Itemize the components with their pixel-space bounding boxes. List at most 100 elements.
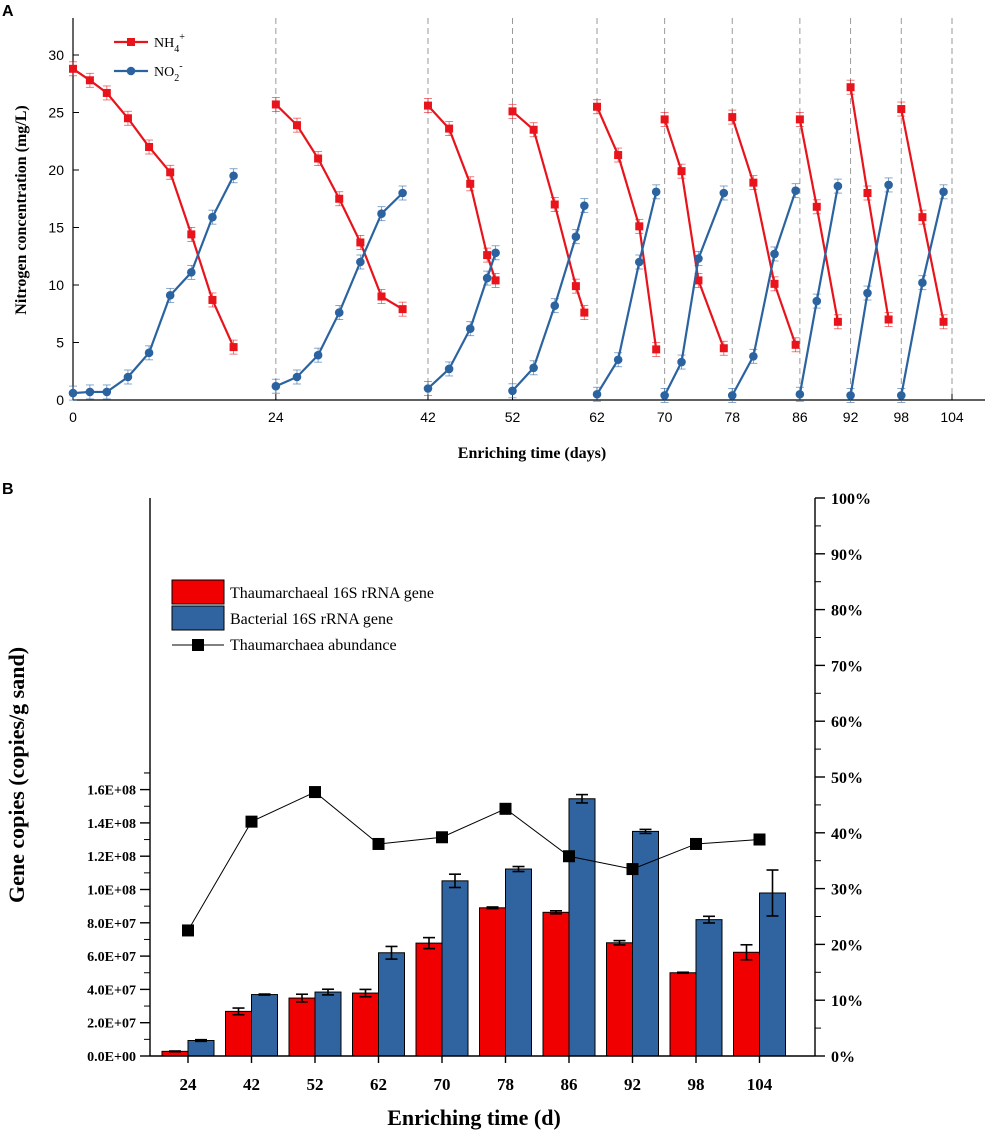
right-tick-label: 10% xyxy=(831,993,863,1010)
no2-point xyxy=(571,232,581,241)
x-tick-label: 78 xyxy=(497,1075,514,1094)
abundance-point xyxy=(309,786,321,799)
cycle-boundary-dashed-lines xyxy=(275,18,953,400)
x-tick-label: 98 xyxy=(688,1075,705,1094)
legend-abundance-label: Thaumarchaea abundance xyxy=(230,637,397,654)
right-tick-label: 20% xyxy=(831,937,863,954)
right-tick-label: 80% xyxy=(831,603,863,620)
abundance-point xyxy=(499,802,512,815)
nh4-point xyxy=(102,88,111,97)
no2-point xyxy=(634,257,644,267)
abundance-point xyxy=(753,833,766,846)
nh4-point xyxy=(677,167,686,176)
nh4-point xyxy=(795,115,804,124)
nh4-point xyxy=(69,64,77,73)
no2-line-segment xyxy=(663,192,725,396)
nh4-point xyxy=(719,344,728,353)
nh4-point xyxy=(863,189,872,197)
abundance-line xyxy=(187,791,760,931)
nh4-point xyxy=(694,276,703,285)
right-tick-label: 30% xyxy=(831,882,863,899)
nh4-point xyxy=(314,154,323,163)
bacterial-bar xyxy=(568,798,596,1057)
no2-point xyxy=(377,209,386,218)
left-tick-label: 1.4E+08 xyxy=(87,817,136,832)
no2-point xyxy=(918,278,927,288)
no2-point xyxy=(68,388,78,398)
y-tick-label: 25 xyxy=(48,105,64,121)
no2-series xyxy=(68,168,948,403)
no2-line-segment xyxy=(72,175,235,395)
panel-b-y-axis-label: Gene copies (copies/g sand) xyxy=(4,647,29,903)
nh4-point xyxy=(445,124,454,133)
panel-a-series xyxy=(68,61,948,403)
no2-point xyxy=(482,273,492,283)
abundance-point xyxy=(690,837,702,850)
no2-point xyxy=(465,324,475,334)
nh4-point xyxy=(491,276,500,285)
panel-b-error-bars xyxy=(169,793,779,1053)
left-tick-label: 8.0E+07 xyxy=(87,917,136,932)
x-tick-label: 92 xyxy=(843,409,859,425)
no2-point xyxy=(165,291,175,300)
no2-point xyxy=(292,372,302,382)
y-tick-label: 5 xyxy=(56,335,64,351)
nh4-point xyxy=(660,115,669,124)
panel-b-letter: B xyxy=(2,481,14,498)
x-tick-label: 78 xyxy=(724,409,740,425)
panel-b-x-ticks: 24 42 52 62 70 78 86 92 98 104 xyxy=(180,1056,773,1094)
no2-line-segment xyxy=(427,252,497,390)
panel-a-x-ticks: 0 24 42 52 62 70 78 86 92 98 104 xyxy=(69,394,964,425)
no2-point xyxy=(229,171,238,181)
thaum-bar xyxy=(606,942,633,1057)
thaum-bar xyxy=(669,972,697,1057)
no2-point xyxy=(846,391,855,400)
left-tick-label: 1.2E+08 xyxy=(87,850,136,865)
nh4-point xyxy=(377,292,386,301)
panel-a-legend: NH4+ NO2- xyxy=(114,32,185,84)
no2-point xyxy=(592,389,602,399)
thaum-bar xyxy=(415,942,443,1057)
right-tick-label: 40% xyxy=(831,826,863,843)
nh4-point xyxy=(884,315,893,324)
bacterial-bar xyxy=(378,952,405,1057)
nh4-point xyxy=(166,168,175,177)
bacterial-bar xyxy=(441,880,469,1057)
x-tick-label: 104 xyxy=(747,1075,773,1094)
no2-point xyxy=(356,257,365,267)
no2-point xyxy=(313,350,323,360)
nh4-point xyxy=(728,113,737,122)
right-tick-label: 0% xyxy=(831,1049,855,1066)
no2-line-segment xyxy=(596,191,658,395)
nh4-point xyxy=(614,151,623,160)
no2-line-segment xyxy=(731,190,797,396)
abundance-point xyxy=(563,850,575,863)
right-tick-label: 90% xyxy=(831,547,863,564)
abundance-point xyxy=(372,837,385,850)
nh4-point xyxy=(335,194,344,203)
x-tick-label: 42 xyxy=(243,1075,260,1094)
no2-point xyxy=(896,391,906,400)
right-tick-label: 70% xyxy=(831,658,863,675)
bacterial-bar xyxy=(314,991,342,1057)
right-tick-label: 50% xyxy=(831,770,863,787)
bacterial-bar xyxy=(695,919,723,1057)
y-tick-label: 30 xyxy=(48,47,64,63)
nh4-point xyxy=(208,295,217,304)
thaum-bar xyxy=(733,951,760,1057)
panel-b-x-axis-label: Enriching time (d) xyxy=(387,1105,561,1130)
nh4-point xyxy=(770,279,779,288)
nh4-point xyxy=(749,178,758,187)
no2-point xyxy=(102,387,112,397)
no2-point xyxy=(187,268,196,277)
panel-b-right-ticks: 0% 10% 20% 30% 40% 50% 60% 70% 80% 90% 100% xyxy=(815,491,871,1066)
no2-point xyxy=(444,364,454,374)
nh4-point xyxy=(187,230,196,239)
nh4-point xyxy=(833,317,842,326)
x-tick-label: 62 xyxy=(370,1075,387,1094)
abundance-point xyxy=(626,863,639,876)
nh4-point xyxy=(571,282,580,291)
no2-point xyxy=(85,387,95,397)
no2-point xyxy=(529,363,538,373)
y-tick-label: 20 xyxy=(48,162,64,178)
